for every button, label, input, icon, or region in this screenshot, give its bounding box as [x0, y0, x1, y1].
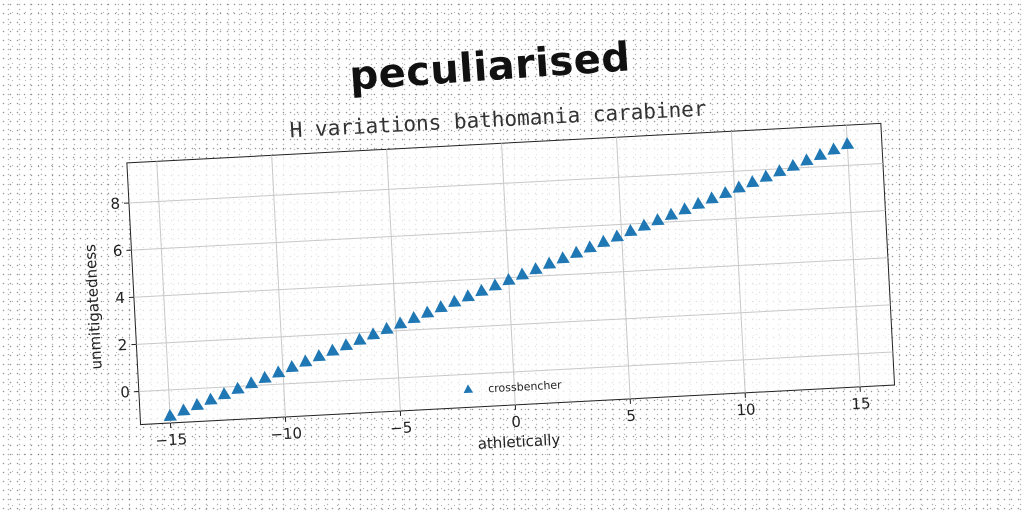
y-grid-line — [131, 210, 886, 251]
x-grid-line — [156, 161, 171, 424]
data-point — [542, 256, 557, 269]
data-point — [326, 343, 340, 356]
data-point — [610, 229, 624, 242]
data-point — [407, 311, 421, 324]
y-axis-label: unmitigatedness — [81, 244, 106, 371]
data-point — [339, 338, 354, 351]
y-grid-line — [128, 162, 883, 204]
x-tick-label: 0 — [511, 413, 521, 431]
data-point — [204, 392, 218, 405]
y-tick-label: 0 — [120, 383, 130, 401]
data-point — [353, 332, 367, 346]
data-point — [732, 180, 746, 193]
data-point — [637, 218, 652, 231]
data-point — [177, 403, 191, 416]
data-point — [448, 294, 462, 307]
data-point — [380, 321, 394, 335]
data-point — [800, 153, 814, 166]
y-grid-line — [138, 351, 893, 393]
data-point — [583, 240, 597, 253]
data-point — [773, 164, 787, 177]
x-grid-line — [271, 155, 286, 417]
data-point — [421, 305, 435, 318]
data-point — [299, 354, 313, 367]
x-tick-label: −5 — [390, 418, 413, 437]
data-point — [475, 283, 489, 297]
y-tick-label: 6 — [112, 242, 122, 260]
data-point — [515, 267, 530, 280]
data-point — [272, 365, 286, 378]
x-tick-label: 15 — [851, 394, 871, 413]
data-point — [434, 300, 448, 313]
legend-marker — [463, 384, 474, 394]
data-point — [556, 251, 570, 264]
y-tick-label: 2 — [117, 336, 127, 354]
data-point — [691, 196, 706, 210]
data-point — [597, 234, 611, 248]
data-point — [190, 398, 205, 411]
scatter-series-crossbencher — [163, 137, 855, 422]
y-grid-line — [136, 304, 891, 345]
data-point — [217, 387, 232, 400]
data-point — [746, 175, 760, 188]
legend: crossbencher — [463, 378, 563, 395]
data-point — [664, 207, 679, 220]
data-point — [163, 408, 177, 422]
x-tick-label: 10 — [736, 400, 756, 419]
data-point — [827, 142, 841, 155]
x-grid-line — [386, 149, 401, 411]
x-tick-label: −15 — [155, 430, 188, 450]
x-axis-label: athletically — [477, 431, 561, 453]
x-grid-line — [730, 131, 746, 393]
data-point — [366, 327, 381, 340]
data-point — [488, 278, 503, 291]
data-point — [231, 381, 245, 394]
data-point — [705, 191, 719, 204]
data-point — [244, 376, 259, 389]
data-point — [678, 202, 692, 215]
chart-title: peculiarised — [348, 34, 632, 100]
x-grid-line — [845, 125, 861, 387]
y-tick-label: 4 — [115, 289, 125, 307]
data-point — [285, 359, 299, 373]
data-point — [393, 316, 408, 329]
data-point — [813, 147, 828, 161]
tick-labels: −15 −10 −5 0 5 10 15 0 2 4 6 8 — [110, 194, 871, 450]
data-point — [840, 137, 855, 150]
x-tick-label: −10 — [270, 424, 303, 444]
grid-lines — [128, 125, 893, 424]
data-point — [312, 349, 326, 362]
data-point — [651, 213, 665, 226]
data-point — [258, 370, 272, 384]
data-point — [502, 272, 516, 286]
data-point — [461, 289, 475, 302]
legend-label: crossbencher — [488, 378, 563, 395]
data-point — [786, 158, 801, 172]
y-tick-label: 8 — [110, 194, 120, 212]
data-point — [624, 224, 638, 237]
x-grid-line — [615, 137, 631, 399]
data-point — [529, 262, 543, 275]
data-point — [759, 169, 773, 182]
plot-area: H variations bathomania carabiner −15 −10… — [81, 97, 896, 453]
x-tick-label: 5 — [626, 407, 636, 425]
data-point — [719, 185, 733, 199]
data-point — [570, 245, 584, 259]
